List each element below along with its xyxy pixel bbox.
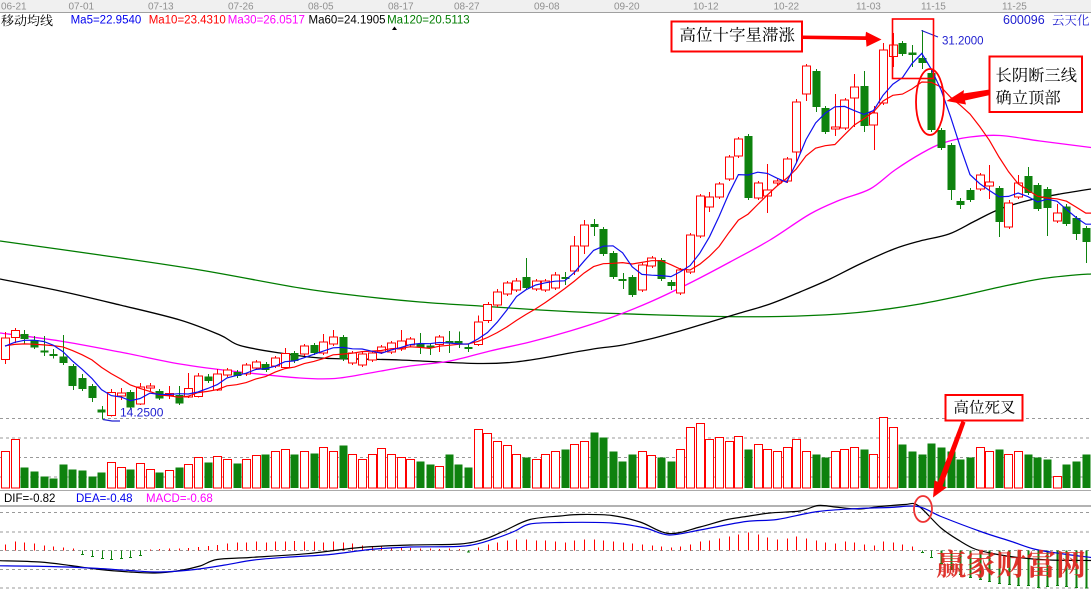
svg-text:DIF=-0.82: DIF=-0.82 <box>4 493 55 505</box>
svg-text:14.2500: 14.2500 <box>120 406 164 420</box>
svg-text:Ma60=24.1905: Ma60=24.1905 <box>309 15 386 27</box>
svg-text:09-20: 09-20 <box>614 2 640 13</box>
svg-text:08-05: 08-05 <box>308 2 334 13</box>
svg-text:MACD=-0.68: MACD=-0.68 <box>146 493 213 505</box>
svg-text:08-27: 08-27 <box>454 2 480 13</box>
svg-text:07-13: 07-13 <box>148 2 174 13</box>
svg-text:10-12: 10-12 <box>693 2 719 13</box>
svg-text:09-08: 09-08 <box>534 2 560 13</box>
svg-text:07-26: 07-26 <box>228 2 254 13</box>
svg-text:08-17: 08-17 <box>388 2 414 13</box>
svg-text:07-01: 07-01 <box>69 2 95 13</box>
svg-text:Ma10=23.4310: Ma10=23.4310 <box>149 15 226 27</box>
svg-text:11-15: 11-15 <box>921 2 946 13</box>
svg-text:11-03: 11-03 <box>856 2 881 13</box>
svg-text:10-22: 10-22 <box>774 2 800 13</box>
svg-text:06-21: 06-21 <box>1 2 27 13</box>
svg-text:11-25: 11-25 <box>1002 2 1027 13</box>
svg-text:Ma5=22.9540: Ma5=22.9540 <box>71 15 142 27</box>
svg-text:Ma30=26.0517: Ma30=26.0517 <box>228 15 305 27</box>
svg-text:DEA=-0.48: DEA=-0.48 <box>76 493 133 505</box>
svg-text:Ma120=20.5113: Ma120=20.5113 <box>387 15 470 27</box>
svg-text:31.2000: 31.2000 <box>942 36 984 48</box>
svg-text:600096: 600096 <box>1003 13 1045 27</box>
